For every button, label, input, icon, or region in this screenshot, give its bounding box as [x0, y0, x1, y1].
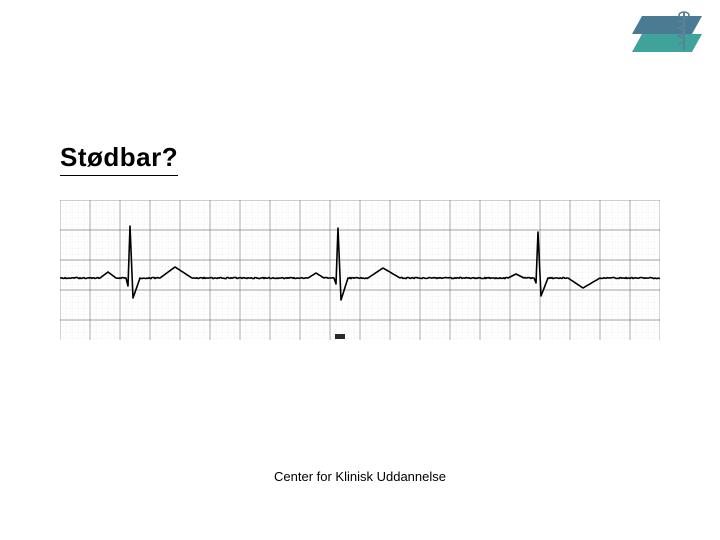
- ecg-strip: [60, 200, 660, 340]
- slide-footer: Center for Klinisk Uddannelse: [0, 469, 720, 484]
- slide-title: Stødbar?: [60, 142, 178, 176]
- ecg-chart: [60, 200, 660, 340]
- logo-shape: [632, 10, 702, 58]
- slide: Stødbar? Center for Klinisk Uddannelse: [0, 0, 720, 540]
- org-logo: [632, 10, 702, 63]
